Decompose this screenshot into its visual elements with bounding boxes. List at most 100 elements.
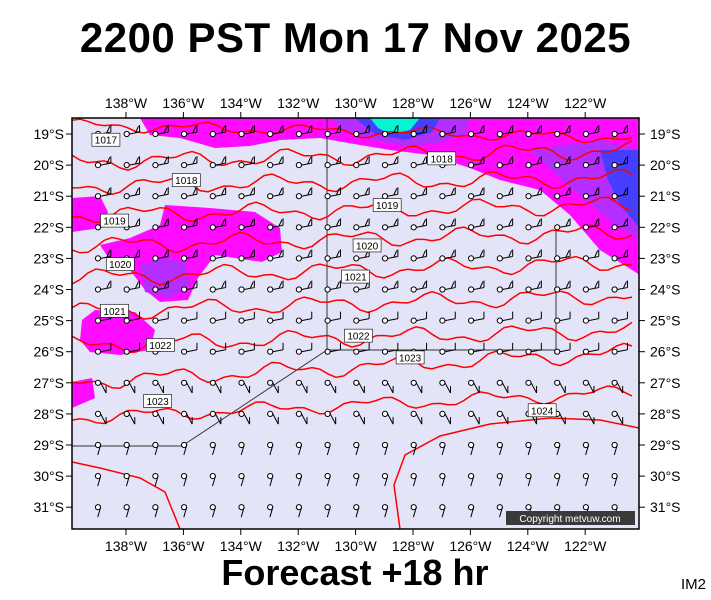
- wind-barb: [381, 156, 399, 169]
- wind-barb: [324, 410, 337, 425]
- wind-barb: [209, 280, 227, 293]
- wind-barb: [611, 441, 618, 456]
- isobar-label: 1017: [91, 132, 121, 147]
- wind-barb: [439, 187, 456, 200]
- isobar-labels: 1017 1018 1018 1019 1019 1020 1020 1021 1021 1022…: [91, 132, 557, 417]
- wind-barb: [209, 249, 227, 262]
- wind-barb: [238, 125, 255, 138]
- wind-barb: [353, 311, 370, 324]
- lat-label-right: 26°S: [650, 344, 681, 360]
- wind-barb: [181, 280, 198, 293]
- wind-barb: [582, 218, 600, 231]
- lat-label-left: 30°S: [33, 468, 64, 484]
- wind-barb: [324, 156, 341, 169]
- wind-barb: [152, 187, 169, 200]
- wind-barb: [152, 504, 159, 518]
- wind-barb: [152, 441, 159, 456]
- wind-barb: [525, 379, 538, 394]
- isobar-line: [72, 255, 633, 286]
- wind-barb: [123, 473, 130, 487]
- lat-label-left: 25°S: [33, 313, 64, 329]
- lon-label-top: 124°W: [507, 95, 550, 111]
- lat-label-left: 20°S: [33, 157, 64, 173]
- wind-barb: [353, 249, 370, 262]
- isobar-line: [72, 342, 633, 389]
- forecast-label: Forecast +18 hr: [221, 552, 489, 593]
- isobar-line: [72, 168, 633, 196]
- wind-barb: [381, 504, 389, 518]
- wind-barb: [439, 504, 446, 518]
- wind-barb: [611, 125, 628, 138]
- wind-barb: [611, 156, 628, 169]
- wind-barb: [295, 125, 313, 138]
- wind-barb: [611, 473, 618, 487]
- axis-ticks: [66, 112, 645, 535]
- wind-barb: [410, 156, 428, 169]
- wind-barb: [152, 410, 164, 425]
- wind-barb: [181, 441, 188, 456]
- wind-barb: [267, 379, 279, 394]
- wind-barb: [94, 156, 112, 169]
- wind-barb: [611, 249, 628, 262]
- isobar-label: 1018: [427, 151, 457, 165]
- lat-label-right: 30°S: [650, 468, 681, 484]
- wind-barb: [554, 311, 571, 324]
- lat-label-right: 22°S: [650, 219, 681, 235]
- lon-label-top: 128°W: [392, 95, 435, 111]
- wind-barb: [123, 125, 141, 138]
- isobar-line: [72, 196, 633, 224]
- wind-barb: [152, 218, 169, 231]
- isobar-value: 1020: [356, 241, 379, 252]
- wind-barb: [295, 504, 302, 518]
- wind-barb: [324, 379, 337, 394]
- wind-barb: [152, 156, 169, 169]
- isobar-label: 1024: [527, 403, 557, 417]
- lat-label-left: 31°S: [33, 499, 64, 515]
- wind-barb: [295, 473, 302, 487]
- wind-barb: [181, 311, 198, 324]
- wind-barb: [554, 249, 571, 262]
- isobar-value: 1017: [95, 136, 118, 147]
- isobar-label: 1022: [146, 338, 175, 352]
- map-title: 2200 PST Mon 17 Nov 2025: [79, 14, 632, 61]
- wind-barb: [611, 342, 628, 355]
- lat-label-left: 29°S: [33, 437, 64, 453]
- rain-area: [600, 150, 639, 227]
- wind-barb: [324, 187, 341, 200]
- lat-label-right: 28°S: [650, 406, 681, 422]
- lat-label-right: 24°S: [650, 282, 681, 298]
- wind-barb: [94, 379, 107, 394]
- wind-barb: [94, 187, 112, 200]
- wind-barb: [324, 473, 331, 487]
- wind-barb: [468, 125, 485, 138]
- wind-barb: [496, 156, 514, 169]
- wind-barb: [181, 125, 198, 138]
- lat-label-left: 19°S: [33, 126, 64, 142]
- wind-barb: [295, 342, 313, 355]
- isobar-label: 1022: [344, 328, 373, 343]
- wind-barb: [410, 473, 417, 487]
- lon-label-top: 136°W: [162, 95, 205, 111]
- wind-barb: [238, 379, 251, 394]
- wind-barb: [238, 311, 255, 324]
- wind-barb: [554, 473, 561, 487]
- isobar-label: 1023: [395, 350, 425, 364]
- wind-barb: [582, 156, 600, 169]
- wind-barb: [209, 342, 227, 355]
- wind-barb: [410, 187, 428, 200]
- wind-barb: [324, 311, 341, 324]
- wind-barb: [582, 473, 590, 487]
- wind-barb: [181, 342, 198, 355]
- wind-barb: [410, 249, 428, 262]
- wind-barb: [181, 249, 198, 262]
- wind-barb: [554, 280, 571, 293]
- wind-barb: [123, 342, 141, 355]
- lat-label-left: 21°S: [33, 188, 64, 204]
- wind-barb: [439, 249, 456, 262]
- wind-barb: [267, 410, 279, 425]
- wind-barb: [123, 410, 136, 425]
- lon-label-bottom: 130°W: [335, 538, 378, 554]
- wind-barb: [181, 187, 198, 200]
- wind-barb: [238, 218, 255, 231]
- wind-barb: [238, 473, 245, 487]
